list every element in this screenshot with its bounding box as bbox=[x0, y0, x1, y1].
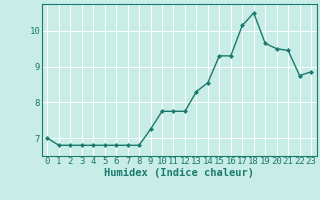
X-axis label: Humidex (Indice chaleur): Humidex (Indice chaleur) bbox=[104, 168, 254, 178]
